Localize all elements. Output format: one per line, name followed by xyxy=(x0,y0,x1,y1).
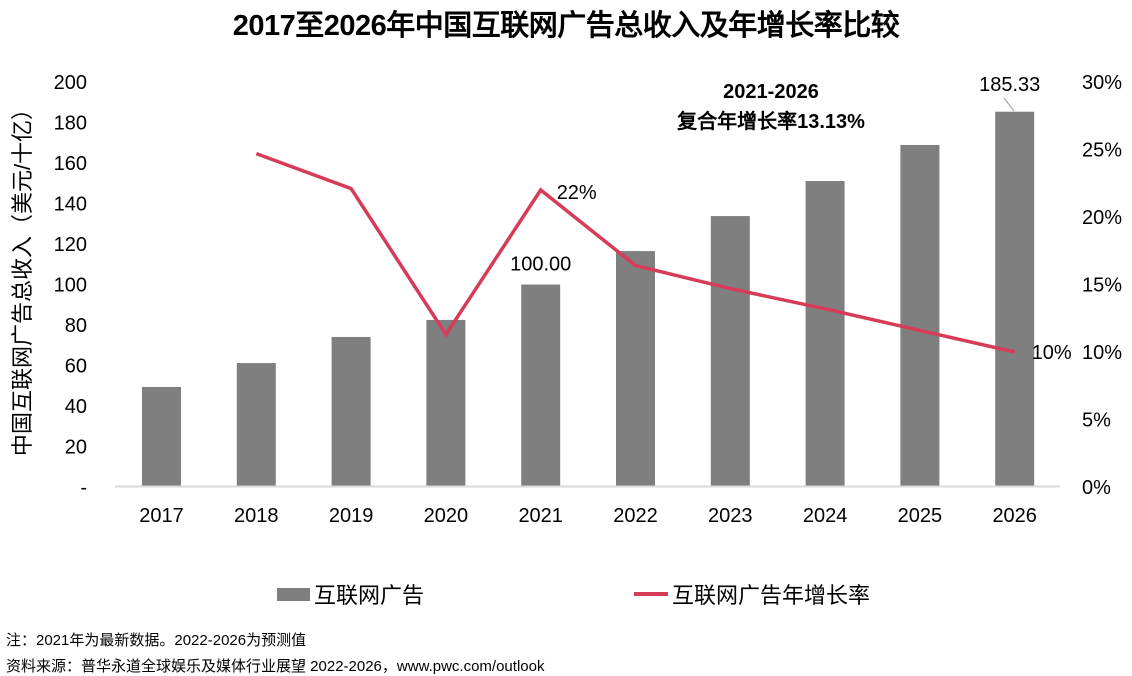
legend-line-swatch xyxy=(634,592,668,596)
bar xyxy=(237,363,276,487)
y-axis-ticks: - 20 40 60 80 100 120 140 160 180 200 xyxy=(54,72,87,499)
x-tick-label: 2022 xyxy=(613,505,658,527)
y-tick-label: 200 xyxy=(54,72,87,94)
x-tick-label: 2017 xyxy=(139,505,184,527)
x-axis-ticks: 2017 2018 2019 2020 2021 2022 2023 2024 2025 2026 xyxy=(139,505,1037,527)
y2-tick-label: 20% xyxy=(1082,207,1122,229)
y-tick-label: 80 xyxy=(65,315,87,337)
legend-line-label: 互联网广告年增长率 xyxy=(672,578,870,610)
y2-tick-label: 25% xyxy=(1082,140,1122,162)
cagr-annotation-line1: 2021-2026 xyxy=(723,81,819,103)
y2-tick-label: 0% xyxy=(1082,477,1111,499)
data-label: 10% xyxy=(1032,342,1072,364)
y-tick-label: 100 xyxy=(54,275,87,297)
bar xyxy=(616,251,655,487)
legend-item-bar: 互联网广告 xyxy=(277,578,424,610)
label-leader-line xyxy=(1004,98,1014,111)
y-tick-label: 140 xyxy=(54,194,87,216)
bar xyxy=(711,216,750,487)
cagr-annotation-line2: 复合年增长率13.13% xyxy=(676,109,865,133)
x-tick-label: 2018 xyxy=(234,505,279,527)
legend-bar-label: 互联网广告 xyxy=(314,578,424,610)
y-tick-label: 60 xyxy=(65,356,87,378)
x-tick-label: 2020 xyxy=(424,505,469,527)
chart-note: 注：2021年为最新数据。2022-2026为预测值 xyxy=(6,629,306,650)
x-tick-label: 2025 xyxy=(898,505,943,527)
y-tick-label: 180 xyxy=(54,113,87,135)
y-tick-label: 40 xyxy=(65,396,87,418)
chart-source: 资料来源：普华永道全球娱乐及媒体行业展望 2022-2026，www.pwc.c… xyxy=(6,655,544,676)
bar xyxy=(806,181,845,487)
y2-tick-label: 30% xyxy=(1082,72,1122,94)
y2-tick-label: 10% xyxy=(1082,342,1122,364)
data-label: 185.33 xyxy=(979,74,1040,96)
bar xyxy=(900,145,939,487)
bar-series xyxy=(142,112,1034,487)
bar xyxy=(995,112,1034,487)
data-label: 100.00 xyxy=(510,254,571,276)
y2-tick-label: 15% xyxy=(1082,275,1122,297)
bar xyxy=(426,320,465,487)
data-label: 22% xyxy=(557,182,597,204)
y-tick-label: 120 xyxy=(54,234,87,256)
y-tick-label: 20 xyxy=(65,437,87,459)
x-tick-label: 2026 xyxy=(992,505,1037,527)
bar xyxy=(142,387,181,487)
x-tick-label: 2024 xyxy=(803,505,848,527)
y2-tick-label: 5% xyxy=(1082,410,1111,432)
x-tick-label: 2019 xyxy=(329,505,374,527)
y2-axis-ticks: 0% 5% 10% 15% 20% 25% 30% xyxy=(1082,72,1122,499)
bar xyxy=(521,285,560,488)
x-tick-label: 2023 xyxy=(708,505,753,527)
y-tick-label: 160 xyxy=(54,153,87,175)
bar xyxy=(332,337,371,487)
legend-bar-swatch xyxy=(277,588,310,601)
data-labels: 100.00 185.33 22% 10% xyxy=(256,74,1072,364)
legend-item-line: 互联网广告年增长率 xyxy=(634,578,870,610)
y-tick-label: - xyxy=(80,477,87,499)
x-tick-label: 2021 xyxy=(518,505,563,527)
